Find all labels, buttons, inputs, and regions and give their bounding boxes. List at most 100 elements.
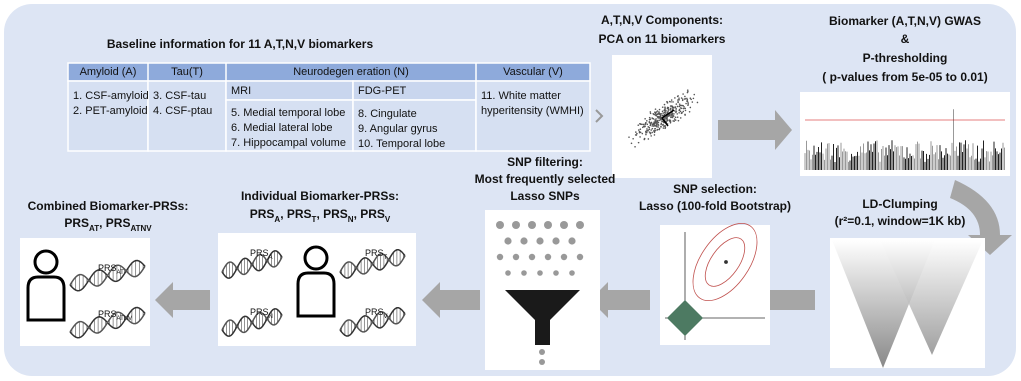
- snp-dot: [537, 270, 543, 276]
- step-title: (r²=0.1, window=1K kb): [835, 214, 966, 228]
- dot: [686, 99, 688, 101]
- step-title: PCA on 11 biomarkers: [599, 32, 726, 46]
- dot: [656, 129, 658, 131]
- dot: [648, 138, 650, 140]
- dot: [689, 111, 691, 113]
- cell-text: 11. White matter: [481, 90, 561, 102]
- dot: [690, 99, 692, 101]
- dot: [682, 111, 684, 113]
- dot: [649, 119, 651, 121]
- table-title: Baseline information for 11 A,T,N,V biom…: [107, 37, 374, 51]
- dot: [664, 107, 666, 109]
- dot: [644, 118, 646, 120]
- snp-dot: [513, 254, 519, 260]
- prs-text: , PRS: [354, 207, 385, 221]
- prs-text: , PRS: [280, 207, 311, 221]
- diagram: Baseline information for 11 A,T,N,V biom…: [0, 0, 1021, 381]
- dot: [670, 105, 672, 107]
- dot: [646, 128, 648, 130]
- dot: [657, 121, 659, 123]
- dot: [660, 126, 662, 128]
- prs-subscript: ATNV: [117, 316, 133, 322]
- dot: [634, 146, 636, 148]
- dot: [637, 124, 639, 126]
- dot: [664, 104, 666, 106]
- step-title: ( p-values from 5e-05 to 0.01): [822, 70, 987, 84]
- dot: [670, 101, 672, 103]
- cell-text: 2. PET-amyloid: [73, 105, 148, 117]
- cell-text: 8. Cingulate: [358, 108, 417, 120]
- dot: [673, 113, 675, 115]
- snp-dot: [539, 349, 545, 355]
- prs-subscript: N: [269, 314, 273, 320]
- dot: [639, 136, 641, 138]
- step-title: &: [901, 32, 910, 46]
- dot: [678, 120, 680, 122]
- dot: [662, 115, 664, 117]
- dot: [687, 104, 689, 106]
- dot: [684, 108, 686, 110]
- snp-dot: [520, 237, 527, 244]
- dot: [644, 124, 646, 126]
- dot: [690, 107, 692, 109]
- dot: [681, 108, 683, 110]
- dot: [639, 123, 641, 125]
- dot: [638, 142, 640, 144]
- snp-dot: [553, 270, 559, 276]
- subheader: FDG-PET: [358, 85, 407, 97]
- step-title: LD-Clumping: [862, 197, 937, 211]
- step-title: Lasso SNPs: [510, 189, 580, 203]
- dot: [662, 106, 664, 108]
- dot: [680, 117, 682, 119]
- dot: [659, 117, 661, 119]
- dot: [669, 109, 671, 111]
- dot: [652, 128, 654, 130]
- prs-text: , PRS: [99, 216, 130, 230]
- snp-dot: [512, 221, 520, 229]
- dot: [670, 117, 672, 119]
- dot: [647, 130, 649, 132]
- step-title: Biomarker (A,T,N,V) GWAS: [829, 14, 981, 28]
- dot: [671, 115, 673, 117]
- dot: [685, 103, 687, 105]
- dot: [674, 97, 676, 99]
- dot: [635, 134, 637, 136]
- cell-text: 9. Angular gyrus: [358, 123, 438, 135]
- dot: [674, 118, 676, 120]
- dot: [631, 142, 633, 144]
- dot: [678, 99, 680, 101]
- cell-text: 5. Medial temporal lobe: [231, 107, 345, 119]
- dot: [662, 112, 664, 114]
- dot: [650, 135, 652, 137]
- dot: [668, 115, 670, 117]
- snp-dot: [577, 254, 583, 260]
- dot: [666, 101, 668, 103]
- dot: [687, 100, 689, 102]
- dot: [681, 112, 683, 114]
- dot: [648, 129, 650, 131]
- header: Vascular (V): [503, 66, 563, 78]
- dot: [649, 127, 651, 129]
- snp-dot: [568, 237, 575, 244]
- dot: [697, 102, 699, 104]
- dot: [685, 110, 687, 112]
- dot: [675, 108, 677, 110]
- dot: [638, 129, 640, 131]
- dot: [653, 114, 655, 116]
- dot: [684, 98, 686, 100]
- dot: [682, 93, 684, 95]
- dot: [654, 128, 656, 130]
- dot: [649, 122, 651, 124]
- dot: [654, 134, 656, 136]
- dot: [671, 99, 673, 101]
- dot: [651, 132, 653, 134]
- snp-dot: [504, 237, 511, 244]
- step-title: Most frequently selected: [475, 172, 616, 186]
- step-title: SNP selection:: [673, 182, 757, 196]
- pca-image: [612, 55, 712, 178]
- prs-text: PRS: [64, 216, 89, 230]
- dot: [672, 101, 674, 103]
- snp-dot: [529, 254, 535, 260]
- dot: [656, 114, 658, 116]
- dot: [663, 127, 665, 129]
